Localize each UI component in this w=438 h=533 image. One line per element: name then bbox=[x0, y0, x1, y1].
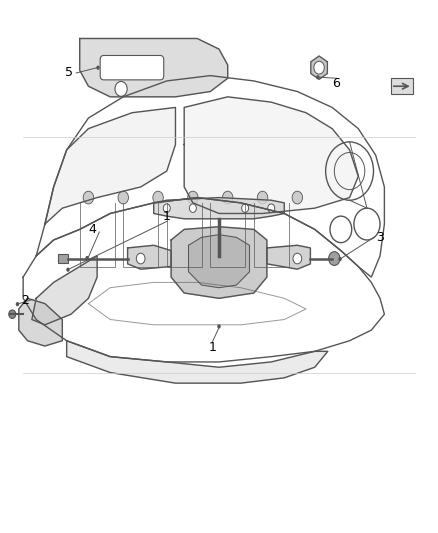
Circle shape bbox=[268, 204, 275, 213]
Bar bbox=[58, 254, 67, 263]
Circle shape bbox=[316, 75, 320, 79]
Polygon shape bbox=[188, 235, 250, 288]
Circle shape bbox=[85, 256, 89, 260]
Polygon shape bbox=[19, 298, 62, 346]
Polygon shape bbox=[171, 227, 267, 298]
Circle shape bbox=[292, 191, 303, 204]
Circle shape bbox=[83, 191, 94, 204]
Circle shape bbox=[16, 302, 19, 306]
Circle shape bbox=[328, 252, 340, 265]
Polygon shape bbox=[127, 245, 171, 269]
Circle shape bbox=[136, 253, 145, 264]
Circle shape bbox=[242, 204, 249, 213]
Circle shape bbox=[9, 310, 16, 318]
Text: 5: 5 bbox=[65, 67, 73, 79]
Circle shape bbox=[66, 268, 70, 272]
Polygon shape bbox=[32, 256, 97, 325]
Circle shape bbox=[293, 253, 302, 264]
Circle shape bbox=[223, 191, 233, 204]
Text: 2: 2 bbox=[21, 294, 29, 308]
Polygon shape bbox=[267, 245, 311, 269]
FancyBboxPatch shape bbox=[100, 55, 164, 80]
Polygon shape bbox=[311, 56, 327, 79]
Text: 1: 1 bbox=[208, 341, 216, 353]
Polygon shape bbox=[154, 198, 284, 219]
Text: 6: 6 bbox=[332, 77, 340, 90]
Bar bbox=[391, 78, 413, 94]
Polygon shape bbox=[80, 38, 228, 97]
Circle shape bbox=[187, 191, 198, 204]
Circle shape bbox=[115, 82, 127, 96]
Circle shape bbox=[189, 204, 196, 213]
Polygon shape bbox=[184, 97, 358, 214]
Circle shape bbox=[314, 61, 324, 74]
Circle shape bbox=[153, 191, 163, 204]
Text: 1: 1 bbox=[163, 209, 171, 223]
Circle shape bbox=[118, 191, 128, 204]
Circle shape bbox=[96, 66, 100, 70]
Circle shape bbox=[338, 257, 342, 261]
Polygon shape bbox=[67, 341, 328, 383]
Circle shape bbox=[217, 324, 221, 328]
Text: 4: 4 bbox=[89, 223, 97, 236]
Text: 3: 3 bbox=[376, 231, 384, 244]
Circle shape bbox=[257, 191, 268, 204]
Circle shape bbox=[163, 204, 170, 213]
Polygon shape bbox=[45, 108, 176, 224]
